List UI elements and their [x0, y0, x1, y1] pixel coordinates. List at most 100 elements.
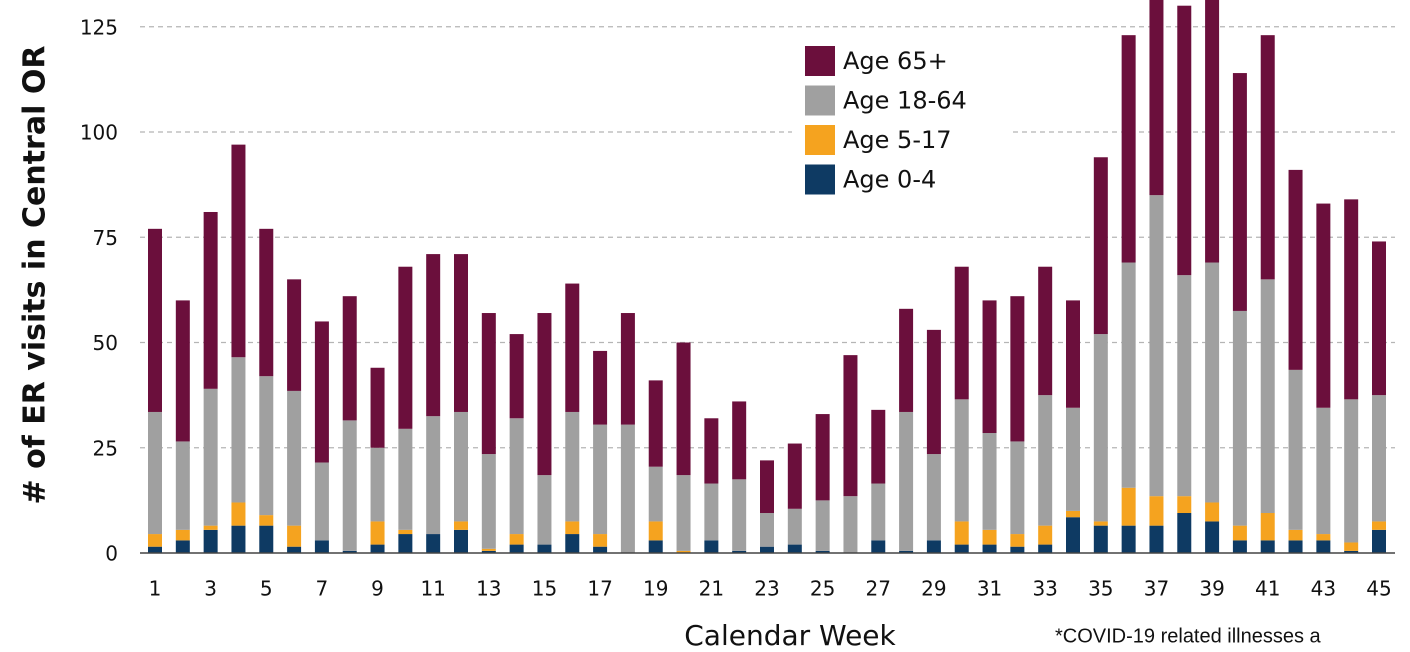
bar-segment — [1149, 525, 1164, 553]
x-tick-label: 19 — [643, 577, 668, 601]
bar-segment — [926, 540, 941, 553]
bar-segment — [1121, 487, 1136, 526]
bar-segment — [815, 550, 830, 553]
bar-segment — [398, 534, 413, 553]
bar-segment — [565, 521, 580, 535]
bar-segment — [1344, 199, 1359, 400]
legend-swatch — [805, 85, 835, 116]
legend-label: Age 5-17 — [843, 126, 952, 154]
bar-segment — [370, 447, 385, 522]
x-tick-label: 7 — [316, 577, 329, 601]
x-tick-label: 29 — [921, 577, 946, 601]
bar-segment — [1066, 510, 1080, 518]
bar-segment — [760, 546, 774, 553]
bar-segment — [1288, 169, 1303, 370]
bar-segment — [231, 502, 246, 526]
bar-segment — [760, 513, 774, 547]
bar-segment — [342, 296, 357, 421]
bar-segment — [259, 376, 274, 516]
bar-segment — [203, 211, 218, 389]
x-tick-label: 43 — [1311, 577, 1336, 601]
x-tick-label: 5 — [260, 577, 273, 601]
bar-segment — [148, 411, 162, 535]
bar-segment — [1232, 73, 1247, 311]
bar-segment — [1232, 525, 1247, 541]
bar-segment — [1372, 521, 1386, 530]
bar-segment — [787, 544, 802, 553]
bar-segment — [732, 401, 747, 480]
bar-segment — [1121, 525, 1136, 553]
bar-segment — [676, 475, 691, 551]
bar-segment — [1038, 525, 1053, 545]
bar-segment — [454, 521, 468, 530]
bar-segment — [1372, 395, 1386, 522]
bar-segment — [1260, 540, 1275, 553]
bar-segment — [259, 228, 274, 377]
bar-segment — [314, 462, 329, 541]
bar-segment — [1149, 195, 1164, 497]
legend-label: Age 0-4 — [843, 166, 936, 194]
bar-segment — [454, 411, 468, 522]
bar-segment — [1288, 540, 1303, 553]
bar-segment — [287, 279, 302, 391]
bar-segment — [593, 546, 608, 553]
bar-segment — [509, 334, 524, 419]
bar-segment — [481, 550, 496, 553]
bar-segment — [398, 266, 413, 429]
y-tick-label: 0 — [105, 542, 118, 566]
bar-segment — [426, 416, 441, 535]
bar-segment — [899, 411, 914, 551]
bar-segment — [1066, 407, 1080, 511]
bar-segment — [426, 254, 441, 417]
bar-segment — [370, 367, 385, 448]
bar-segment — [1316, 407, 1331, 535]
bar-segment — [481, 313, 496, 455]
bar-segment — [732, 479, 747, 551]
bar-segment — [565, 283, 580, 412]
x-tick-label: 9 — [371, 577, 384, 601]
bar-segment — [1066, 300, 1080, 408]
bar-segment — [871, 409, 886, 484]
bar-segment — [1316, 203, 1331, 408]
x-tick-label: 37 — [1144, 577, 1169, 601]
bar-segment — [954, 521, 969, 545]
bar-segment — [1205, 502, 1220, 522]
bar-segment — [1093, 521, 1108, 526]
bar-segment — [259, 515, 274, 526]
x-tick-label: 27 — [866, 577, 891, 601]
bar-segment — [1038, 266, 1053, 396]
bar-segment — [648, 521, 663, 541]
bar-segment — [1316, 534, 1331, 541]
bar-segment — [704, 540, 719, 553]
bar-segment — [1010, 441, 1025, 535]
bar-segment — [1344, 550, 1359, 553]
legend-swatch — [805, 125, 835, 155]
bar-segment — [982, 544, 997, 553]
bar-segment — [231, 525, 246, 553]
bar-segment — [287, 525, 302, 547]
legend-swatch — [805, 164, 835, 195]
bar-segment — [175, 441, 190, 530]
bar-segment — [843, 355, 858, 497]
bar-segment — [1149, 496, 1164, 526]
bar-segment — [593, 350, 608, 425]
x-tick-label: 41 — [1255, 577, 1280, 601]
bar-segment — [1121, 35, 1136, 263]
bar-segment — [871, 483, 886, 541]
annotation: *COVID-19 related illnesses a — [1055, 625, 1322, 647]
bar-segment — [1372, 529, 1386, 553]
bar-segment — [815, 500, 830, 551]
bar-segment — [648, 466, 663, 522]
bar-segment — [899, 308, 914, 412]
bar-segment — [454, 254, 468, 412]
bar-segment — [954, 399, 969, 522]
bar-segment — [815, 414, 830, 501]
bar-segment — [175, 300, 190, 442]
y-tick-label: 100 — [80, 121, 118, 145]
bar-segment — [231, 144, 246, 358]
bar-segment — [1288, 529, 1303, 541]
bar-segment — [1260, 513, 1275, 541]
bar-segment — [787, 443, 802, 509]
y-tick-label: 125 — [80, 15, 118, 39]
